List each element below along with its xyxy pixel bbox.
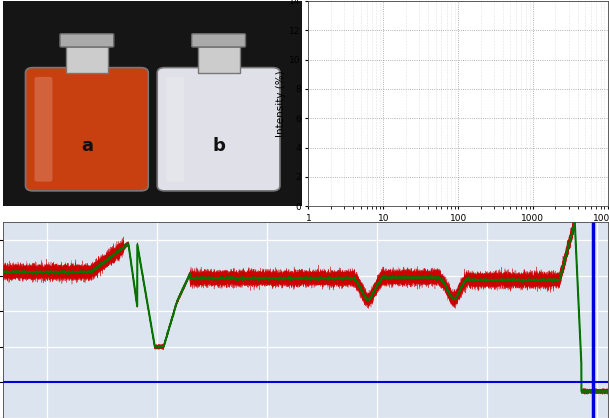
- X-axis label: Size (d.nm): Size (d.nm): [428, 226, 488, 236]
- Y-axis label: Intensity (%): Intensity (%): [276, 70, 286, 137]
- FancyBboxPatch shape: [35, 77, 52, 182]
- Text: b: b: [212, 137, 225, 155]
- FancyBboxPatch shape: [157, 68, 280, 191]
- FancyBboxPatch shape: [192, 34, 245, 47]
- Text: a: a: [81, 137, 93, 155]
- Bar: [66, 46, 108, 73]
- FancyBboxPatch shape: [60, 34, 114, 47]
- FancyBboxPatch shape: [166, 77, 184, 182]
- FancyBboxPatch shape: [26, 68, 148, 191]
- Bar: [198, 46, 239, 73]
